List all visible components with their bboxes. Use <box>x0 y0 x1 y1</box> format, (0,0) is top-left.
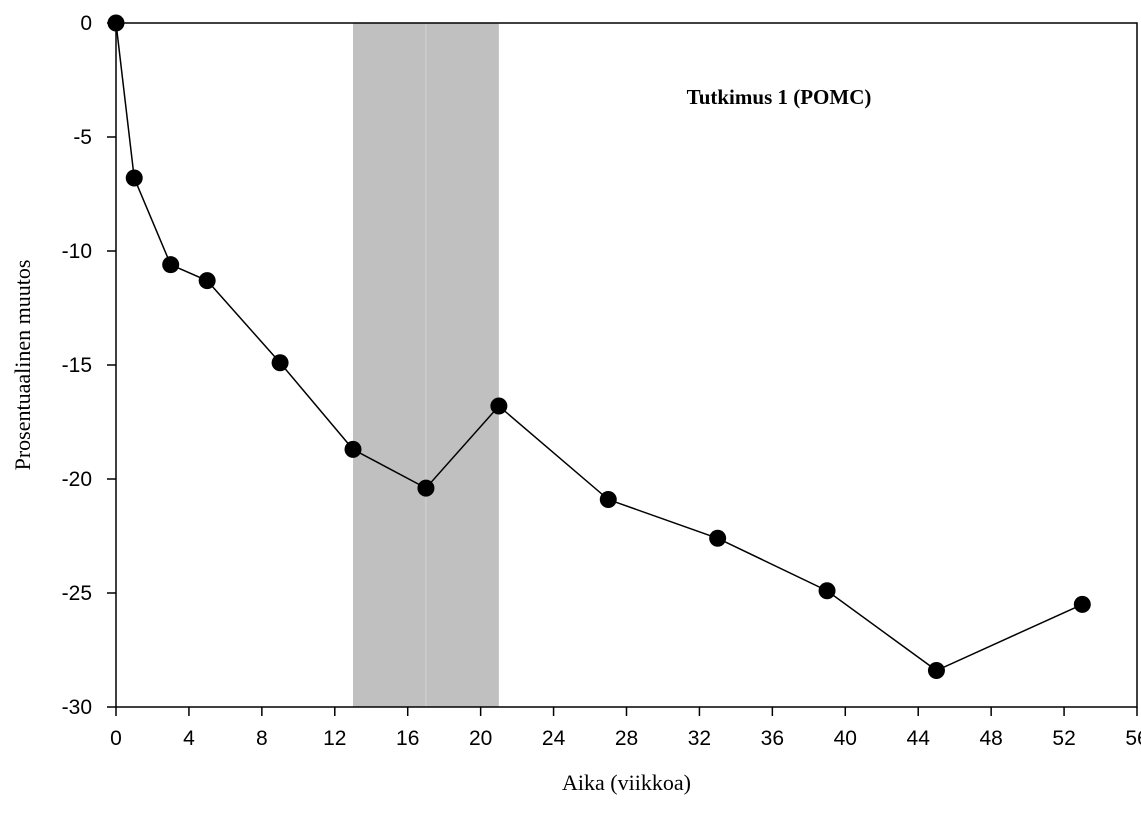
y-axis-ticks: 0 -5 -10 -15 -20 -25 -30 <box>62 12 116 719</box>
x-tick-label: 40 <box>834 727 857 750</box>
series-layer <box>107 14 1091 680</box>
chart-title: Tutkimus 1 (POMC) <box>687 85 872 109</box>
x-tick-label: 48 <box>979 727 1002 750</box>
x-tick-label: 56 <box>1125 727 1141 750</box>
x-tick-label: 0 <box>110 727 122 750</box>
x-tick-label: 24 <box>542 727 566 750</box>
x-tick-label: 20 <box>469 727 492 750</box>
y-tick-label: -25 <box>62 582 92 605</box>
data-point <box>709 529 727 547</box>
x-tick-label: 16 <box>396 727 419 750</box>
y-tick-label: 0 <box>80 12 92 35</box>
x-tick-label: 32 <box>688 727 711 750</box>
data-point <box>107 14 125 32</box>
x-axis-ticks: 048121620242832364044485256 <box>110 707 1141 750</box>
x-tick-label: 44 <box>907 727 931 750</box>
data-point <box>490 397 508 415</box>
shaded-region-1 <box>353 23 426 707</box>
x-tick-label: 12 <box>323 727 346 750</box>
x-tick-label: 4 <box>183 727 195 750</box>
y-axis-title: Prosentuaalinen muutos <box>10 260 35 471</box>
y-tick-label: -30 <box>62 696 92 719</box>
plot-area-frame <box>115 22 1138 708</box>
y-tick-label: -15 <box>62 354 92 377</box>
y-tick-label: -10 <box>62 240 92 263</box>
x-tick-label: 8 <box>256 727 268 750</box>
data-point <box>818 582 836 600</box>
data-point <box>198 272 216 290</box>
data-point <box>1073 595 1091 613</box>
y-tick-label: -20 <box>62 468 92 491</box>
data-point <box>125 169 143 187</box>
shaded-regions <box>353 23 499 707</box>
data-point <box>271 354 289 372</box>
y-tick-label: -5 <box>73 126 92 149</box>
x-tick-label: 36 <box>761 727 784 750</box>
x-tick-label: 28 <box>615 727 638 750</box>
data-point <box>927 662 945 680</box>
x-tick-label: 52 <box>1052 727 1075 750</box>
data-point <box>162 256 180 274</box>
shaded-region-2 <box>425 23 499 707</box>
data-point <box>344 440 362 458</box>
x-axis-title: Aika (viikkoa) <box>562 770 691 795</box>
series-line <box>115 22 1083 672</box>
data-point <box>417 479 435 497</box>
data-point <box>599 491 617 509</box>
